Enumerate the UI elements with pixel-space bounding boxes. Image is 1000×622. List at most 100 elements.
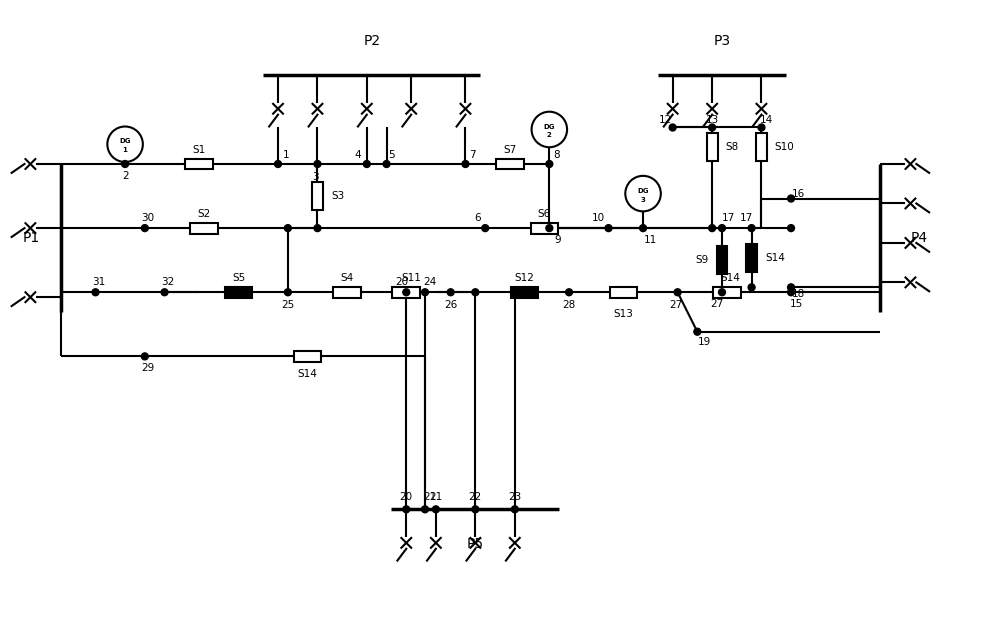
Circle shape bbox=[709, 124, 716, 131]
Circle shape bbox=[122, 160, 129, 167]
Text: 14: 14 bbox=[760, 114, 773, 124]
Bar bbox=[496, 159, 524, 169]
Circle shape bbox=[546, 225, 553, 231]
Text: S5: S5 bbox=[232, 274, 245, 284]
Text: P5: P5 bbox=[467, 537, 484, 551]
Text: P4: P4 bbox=[911, 231, 928, 245]
Circle shape bbox=[141, 353, 148, 360]
Circle shape bbox=[447, 289, 454, 295]
Circle shape bbox=[107, 126, 143, 162]
Circle shape bbox=[748, 225, 755, 231]
Circle shape bbox=[422, 506, 428, 513]
Text: 19: 19 bbox=[698, 337, 711, 346]
Text: S14: S14 bbox=[765, 253, 785, 262]
Text: 32: 32 bbox=[161, 277, 174, 287]
Text: 21: 21 bbox=[429, 493, 442, 503]
Circle shape bbox=[141, 225, 148, 231]
Text: S6: S6 bbox=[538, 210, 551, 220]
Circle shape bbox=[566, 289, 573, 295]
Text: S4: S4 bbox=[340, 274, 354, 284]
Text: S14: S14 bbox=[720, 274, 740, 284]
Text: 17: 17 bbox=[740, 213, 753, 223]
Text: 8: 8 bbox=[553, 150, 560, 160]
Text: 3: 3 bbox=[312, 172, 319, 182]
Text: 25: 25 bbox=[281, 300, 295, 310]
Circle shape bbox=[605, 225, 612, 231]
Text: 17: 17 bbox=[722, 213, 736, 223]
Bar bbox=[707, 133, 718, 161]
Text: S12: S12 bbox=[515, 274, 535, 284]
Circle shape bbox=[422, 289, 428, 295]
Text: 1: 1 bbox=[123, 147, 128, 153]
Circle shape bbox=[472, 506, 479, 513]
Text: DG: DG bbox=[637, 188, 649, 193]
Circle shape bbox=[403, 506, 410, 513]
Circle shape bbox=[284, 289, 291, 295]
Circle shape bbox=[546, 160, 553, 167]
Text: 15: 15 bbox=[789, 299, 803, 309]
Circle shape bbox=[788, 284, 795, 290]
Text: 4: 4 bbox=[355, 150, 361, 160]
Circle shape bbox=[788, 289, 795, 295]
Text: DG: DG bbox=[119, 138, 131, 144]
Circle shape bbox=[669, 124, 676, 131]
Bar bbox=[713, 287, 741, 298]
Bar bbox=[333, 287, 361, 298]
Text: S2: S2 bbox=[197, 210, 211, 220]
Text: 27: 27 bbox=[669, 300, 682, 310]
Bar bbox=[756, 133, 767, 161]
Circle shape bbox=[511, 506, 518, 513]
Text: 16: 16 bbox=[791, 188, 805, 198]
Circle shape bbox=[482, 225, 489, 231]
Text: S1: S1 bbox=[192, 145, 206, 155]
Circle shape bbox=[314, 160, 321, 167]
Text: S11: S11 bbox=[401, 274, 421, 284]
Text: 13: 13 bbox=[705, 114, 719, 124]
Bar bbox=[312, 182, 323, 210]
Circle shape bbox=[284, 225, 291, 231]
Bar bbox=[610, 287, 637, 298]
Circle shape bbox=[709, 225, 716, 231]
Text: 21: 21 bbox=[423, 493, 437, 503]
Text: 29: 29 bbox=[141, 363, 154, 373]
Text: DG: DG bbox=[544, 124, 555, 129]
Circle shape bbox=[161, 289, 168, 295]
Text: 2: 2 bbox=[547, 132, 552, 138]
Bar bbox=[190, 223, 218, 233]
Bar bbox=[531, 223, 558, 233]
Text: 18: 18 bbox=[791, 289, 805, 299]
Text: 5: 5 bbox=[388, 150, 395, 160]
Text: 9: 9 bbox=[554, 235, 561, 245]
Text: 22: 22 bbox=[469, 493, 482, 503]
Bar bbox=[717, 246, 727, 274]
Circle shape bbox=[640, 225, 647, 231]
Circle shape bbox=[363, 160, 370, 167]
Text: P3: P3 bbox=[713, 34, 731, 48]
Circle shape bbox=[432, 506, 439, 513]
Text: 10: 10 bbox=[592, 213, 605, 223]
Circle shape bbox=[383, 160, 390, 167]
Text: 28: 28 bbox=[562, 300, 576, 310]
Circle shape bbox=[92, 289, 99, 295]
Circle shape bbox=[674, 289, 681, 295]
Text: S8: S8 bbox=[725, 142, 738, 152]
Circle shape bbox=[472, 289, 479, 295]
Text: S14: S14 bbox=[298, 369, 318, 379]
Bar bbox=[746, 244, 757, 272]
Bar bbox=[511, 287, 538, 298]
Text: 31: 31 bbox=[92, 277, 105, 287]
Circle shape bbox=[625, 176, 661, 211]
Text: S3: S3 bbox=[331, 191, 345, 201]
Text: 24: 24 bbox=[423, 277, 437, 287]
Text: 1: 1 bbox=[283, 150, 289, 160]
Circle shape bbox=[788, 195, 795, 202]
Text: 3: 3 bbox=[641, 197, 645, 203]
Circle shape bbox=[314, 225, 321, 231]
Bar bbox=[392, 287, 420, 298]
Circle shape bbox=[748, 284, 755, 290]
Circle shape bbox=[758, 124, 765, 131]
Text: 2: 2 bbox=[122, 171, 128, 181]
Circle shape bbox=[719, 289, 725, 295]
Circle shape bbox=[532, 112, 567, 147]
Text: 20: 20 bbox=[395, 277, 408, 287]
